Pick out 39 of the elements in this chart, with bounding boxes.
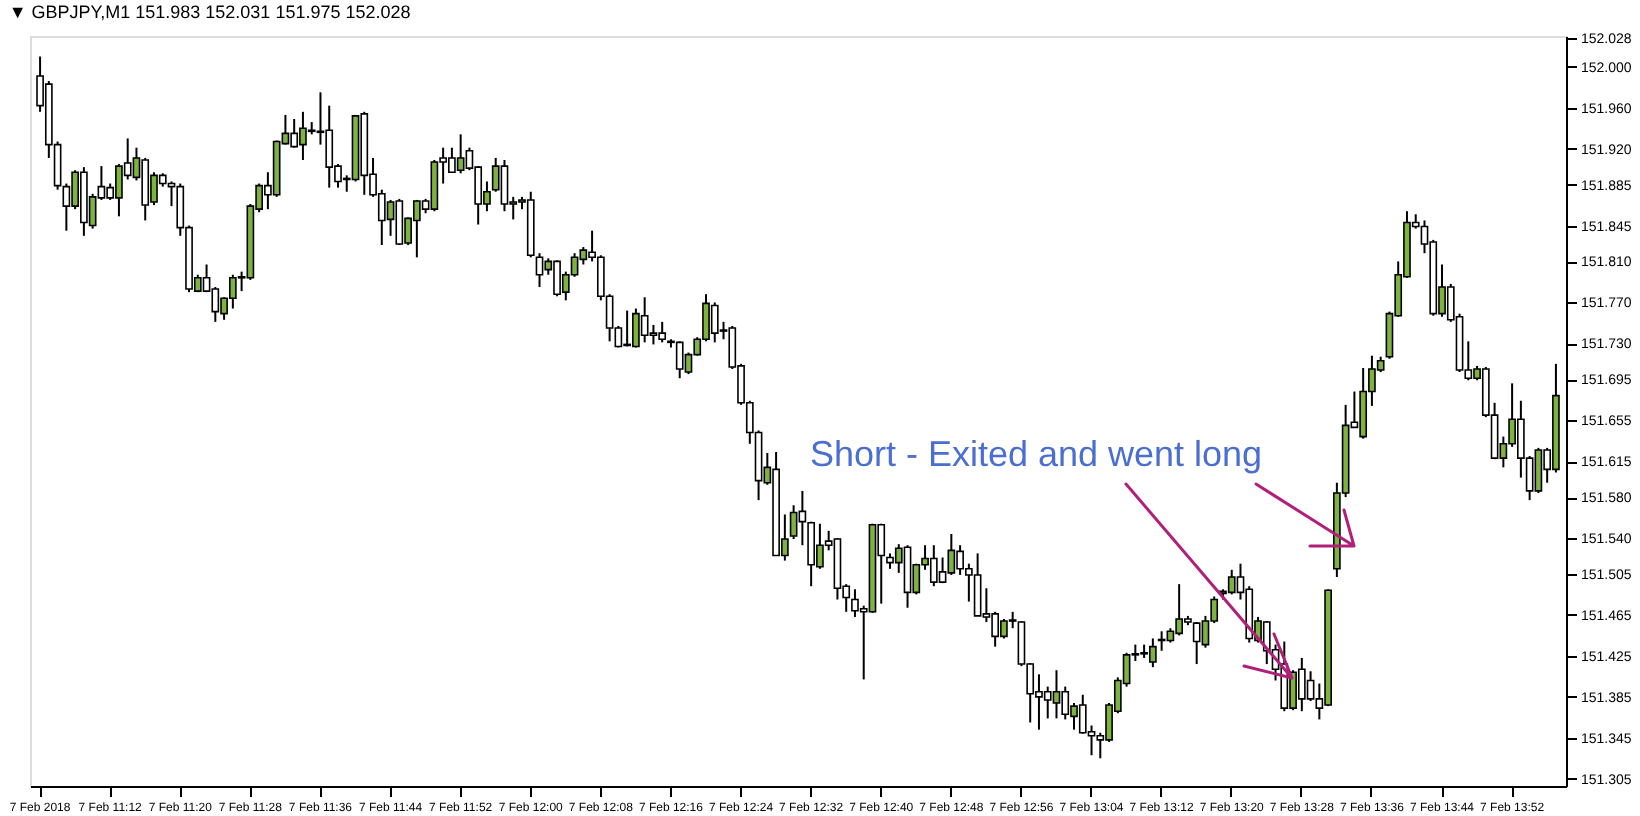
candlestick: [1052, 669, 1061, 720]
candlestick: [1043, 685, 1052, 720]
candlestick: [938, 556, 947, 585]
candlestick: [947, 532, 956, 576]
candlestick: [325, 104, 334, 189]
candlestick: [973, 552, 982, 617]
candlestick: [929, 544, 938, 588]
candlestick: [789, 504, 798, 541]
candlestick: [1297, 656, 1306, 713]
candlestick: [535, 252, 544, 289]
candlestick: [640, 296, 649, 344]
candlestick: [877, 522, 886, 605]
candlestick: [1192, 621, 1201, 666]
candlestick: [675, 340, 684, 380]
candlestick: [290, 117, 299, 149]
candlestick: [1061, 685, 1070, 721]
candlestick: [500, 158, 509, 213]
candlestick: [658, 320, 667, 344]
candlestick: [1306, 670, 1315, 702]
candlestick: [1227, 568, 1236, 596]
candlestick: [141, 156, 150, 222]
candlestick: [1359, 366, 1368, 440]
candlestick: [386, 198, 395, 237]
candlestick: [412, 198, 421, 259]
candlestick: [1078, 693, 1087, 735]
candlestick: [228, 273, 237, 310]
candlestick: [649, 323, 658, 346]
candlestick: [395, 197, 404, 247]
chart-title: ▼ GBPJPY,M1 151.983 152.031 151.975 152.028: [8, 2, 411, 23]
annotation: Short - Exited and went long: [809, 434, 1263, 474]
candlestick: [807, 520, 816, 588]
candlestick: [710, 301, 719, 344]
candlestick: [430, 158, 439, 213]
candlestick: [991, 610, 1000, 648]
candlestick: [1262, 620, 1271, 666]
candlestick: [903, 544, 912, 609]
candlestick: [1175, 583, 1184, 637]
candlestick: [1534, 446, 1543, 494]
candlestick: [456, 133, 465, 175]
